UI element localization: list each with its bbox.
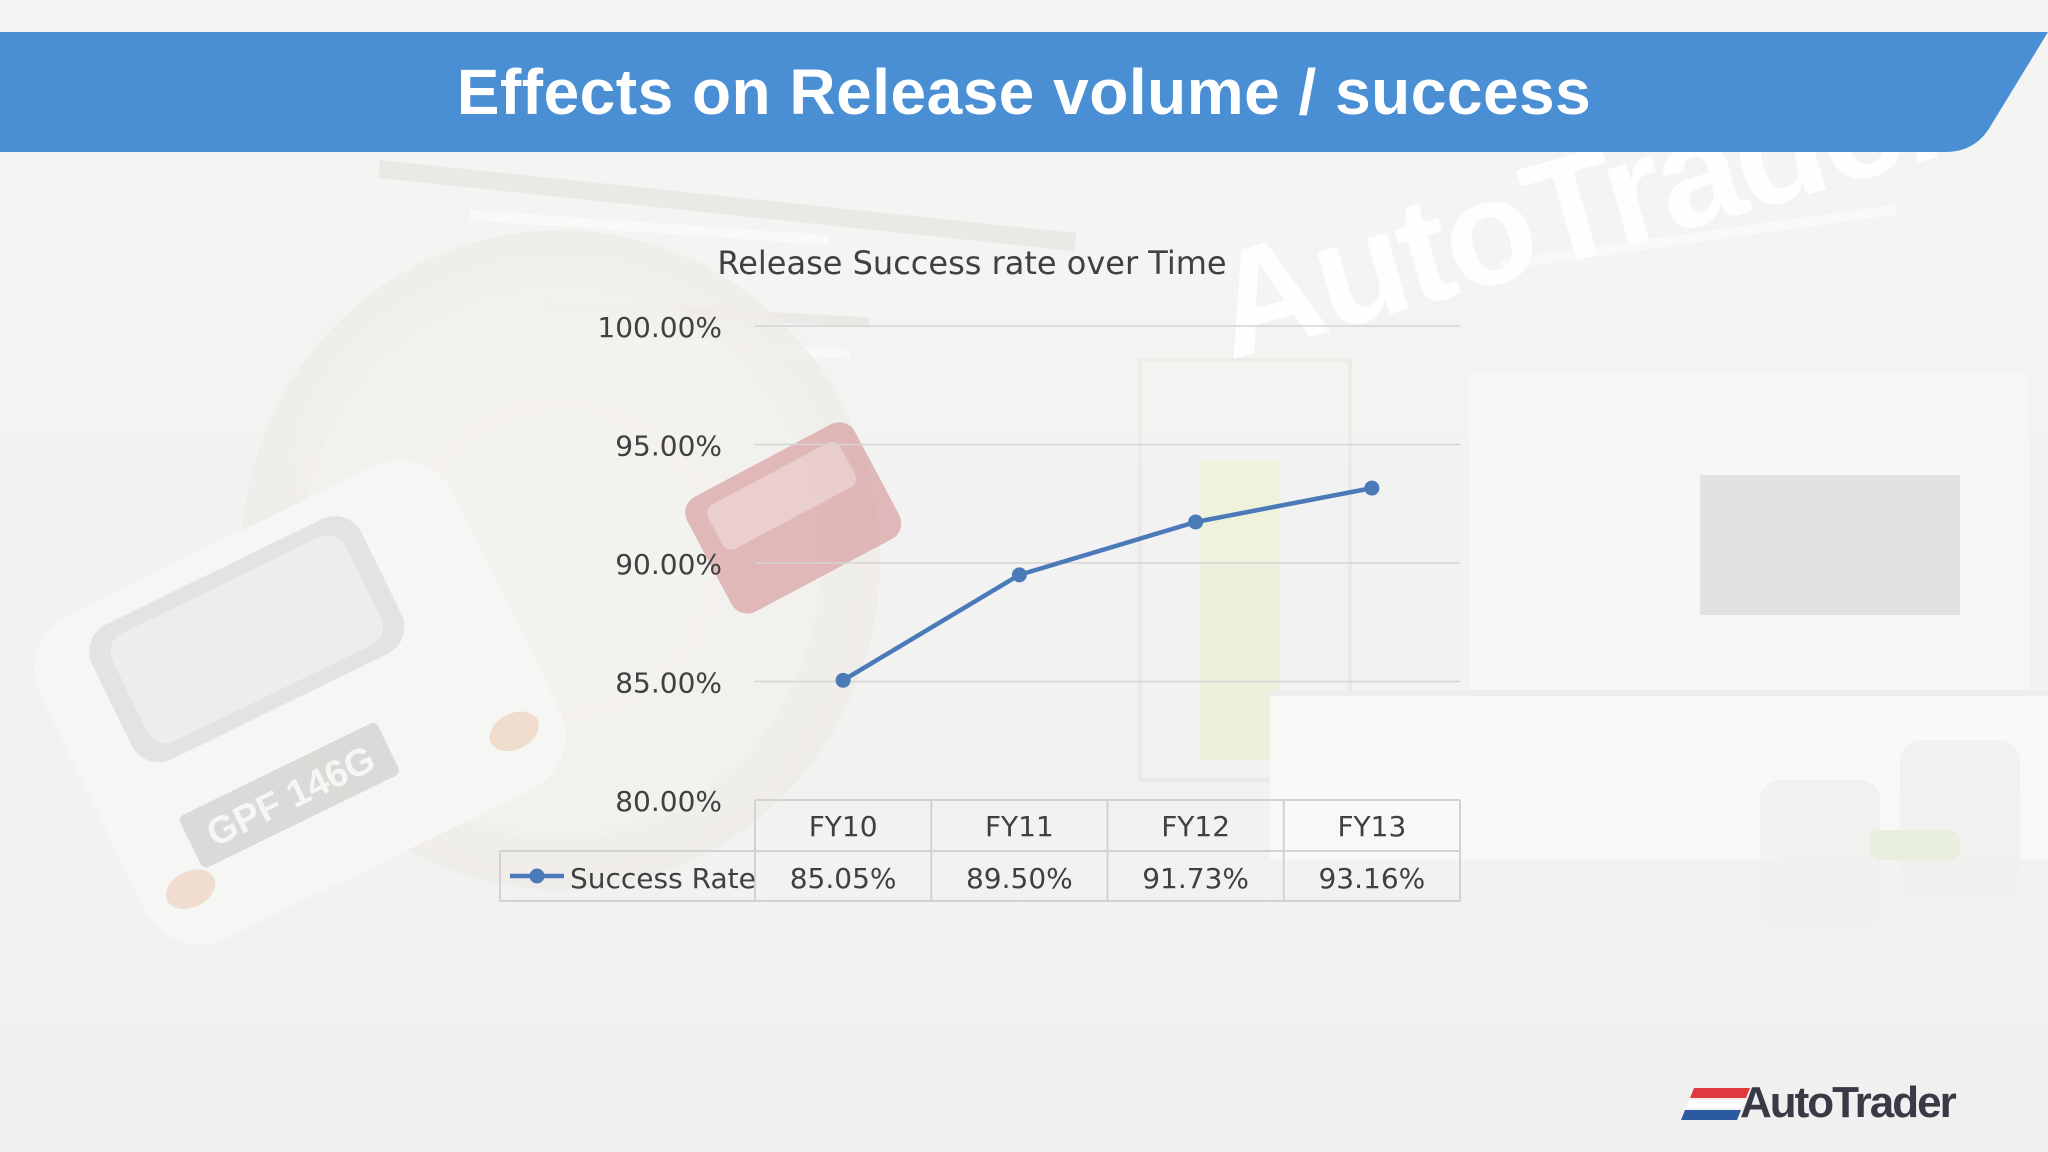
y-axis-tick-labels: 100.00% 95.00% 90.00% 85.00% 80.00% (597, 311, 722, 818)
y-tick-label: 90.00% (615, 548, 722, 581)
red-car (685, 422, 902, 614)
data-label: 89.50% (966, 862, 1073, 895)
title-banner-shape (0, 32, 2048, 152)
data-point (1188, 514, 1204, 530)
series-line-success-rate (841, 485, 1373, 683)
y-tick-label: 80.00% (615, 785, 722, 818)
door-frame (1138, 358, 1352, 782)
x-tick-label: FY10 (809, 810, 878, 843)
data-label: 91.73% (1142, 862, 1249, 895)
y-tick-label: 100.00% (597, 311, 722, 344)
x-tick-label: FY13 (1337, 810, 1406, 843)
office-chairs (1760, 740, 2020, 930)
y-tick-label: 95.00% (615, 430, 722, 463)
tv-screen (1700, 475, 1960, 615)
data-markers (835, 480, 1380, 688)
data-label: 85.05% (790, 862, 897, 895)
title-banner: Effects on Release volume / success (0, 32, 2048, 152)
data-table: FY10 FY11 FY12 FY13 85.05% 89.50% 91.73% 93.16%… (499, 799, 1461, 902)
autotrader-logo: AutoTrader (1680, 1078, 2010, 1128)
series-lines (841, 485, 1373, 683)
data-label: 93.16% (1318, 862, 1425, 895)
x-tick-label: FY12 (1161, 810, 1230, 843)
x-tick-label: FY11 (985, 810, 1054, 843)
white-car: GPF 146G (34, 459, 566, 945)
chart-title: Release Success rate over Time (717, 244, 1226, 282)
legend-series-name: Success Rate (570, 862, 756, 895)
slide-title: Effects on Release volume / success (456, 56, 1592, 128)
data-point (835, 672, 851, 688)
logo-stripes-icon (1681, 1088, 1750, 1120)
y-tick-label: 85.00% (615, 667, 722, 700)
legend-marker-icon (529, 868, 545, 884)
data-point (1011, 567, 1027, 583)
logo-text: AutoTrader (1740, 1078, 1957, 1127)
data-point (1364, 480, 1380, 496)
gridlines (755, 325, 1460, 683)
title-banner-bar (0, 32, 2048, 152)
